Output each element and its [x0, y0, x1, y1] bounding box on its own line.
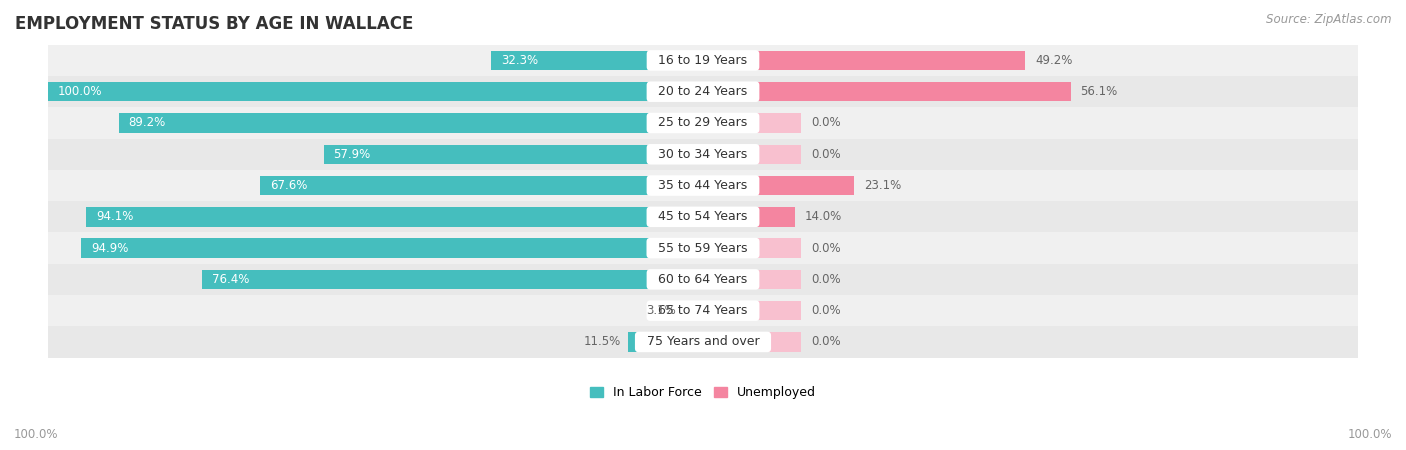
Text: 16 to 19 Years: 16 to 19 Years — [651, 54, 755, 67]
Bar — [703, 176, 855, 195]
Bar — [703, 82, 1070, 101]
Text: 94.1%: 94.1% — [96, 210, 134, 223]
Bar — [627, 332, 703, 351]
Text: 76.4%: 76.4% — [212, 273, 250, 286]
Text: EMPLOYMENT STATUS BY AGE IN WALLACE: EMPLOYMENT STATUS BY AGE IN WALLACE — [15, 15, 413, 33]
Text: 20 to 24 Years: 20 to 24 Years — [651, 85, 755, 98]
Bar — [82, 238, 703, 258]
Bar — [48, 170, 1358, 201]
Text: 67.6%: 67.6% — [270, 179, 308, 192]
Bar — [703, 51, 1025, 70]
Bar — [86, 207, 703, 226]
Text: 60 to 64 Years: 60 to 64 Years — [651, 273, 755, 286]
Text: 89.2%: 89.2% — [128, 117, 166, 130]
Bar — [703, 301, 801, 320]
Text: 57.9%: 57.9% — [333, 148, 371, 161]
Text: 56.1%: 56.1% — [1080, 85, 1118, 98]
Bar — [703, 270, 801, 289]
Bar — [48, 326, 1358, 358]
Bar — [48, 139, 1358, 170]
Bar — [703, 207, 794, 226]
Text: 100.0%: 100.0% — [58, 85, 103, 98]
Bar — [48, 82, 703, 101]
Text: 75 Years and over: 75 Years and over — [638, 335, 768, 348]
Text: 25 to 29 Years: 25 to 29 Years — [651, 117, 755, 130]
Bar — [703, 144, 801, 164]
Text: 55 to 59 Years: 55 to 59 Years — [650, 242, 756, 255]
Text: 14.0%: 14.0% — [804, 210, 842, 223]
Text: 23.1%: 23.1% — [865, 179, 901, 192]
Text: 0.0%: 0.0% — [811, 117, 841, 130]
Text: 0.0%: 0.0% — [811, 304, 841, 317]
Text: 32.3%: 32.3% — [501, 54, 538, 67]
Legend: In Labor Force, Unemployed: In Labor Force, Unemployed — [585, 381, 821, 405]
Bar — [703, 332, 801, 351]
Bar — [48, 108, 1358, 139]
Text: 0.0%: 0.0% — [811, 335, 841, 348]
Text: 35 to 44 Years: 35 to 44 Years — [651, 179, 755, 192]
Bar — [703, 238, 801, 258]
Text: 11.5%: 11.5% — [583, 335, 621, 348]
Bar — [323, 144, 703, 164]
Bar — [48, 45, 1358, 76]
Text: 30 to 34 Years: 30 to 34 Years — [651, 148, 755, 161]
Text: 0.0%: 0.0% — [811, 148, 841, 161]
Text: 0.0%: 0.0% — [811, 242, 841, 255]
Text: 94.9%: 94.9% — [91, 242, 128, 255]
Bar — [703, 51, 1025, 70]
Bar — [48, 264, 1358, 295]
Bar — [48, 201, 1358, 233]
Bar — [48, 295, 1358, 326]
Text: 3.1%: 3.1% — [647, 304, 676, 317]
Bar — [703, 113, 801, 133]
Bar — [48, 233, 1358, 264]
Text: 100.0%: 100.0% — [1347, 428, 1392, 441]
Bar — [491, 51, 703, 70]
Bar — [202, 270, 703, 289]
Text: 65 to 74 Years: 65 to 74 Years — [651, 304, 755, 317]
Bar — [703, 207, 794, 226]
Bar — [703, 82, 1070, 101]
Bar — [48, 76, 1358, 108]
Text: 0.0%: 0.0% — [811, 273, 841, 286]
Bar — [703, 176, 855, 195]
Text: 100.0%: 100.0% — [14, 428, 59, 441]
Bar — [683, 301, 703, 320]
Bar — [260, 176, 703, 195]
Text: Source: ZipAtlas.com: Source: ZipAtlas.com — [1267, 14, 1392, 27]
Text: 49.2%: 49.2% — [1035, 54, 1073, 67]
Text: 45 to 54 Years: 45 to 54 Years — [651, 210, 755, 223]
Bar — [118, 113, 703, 133]
